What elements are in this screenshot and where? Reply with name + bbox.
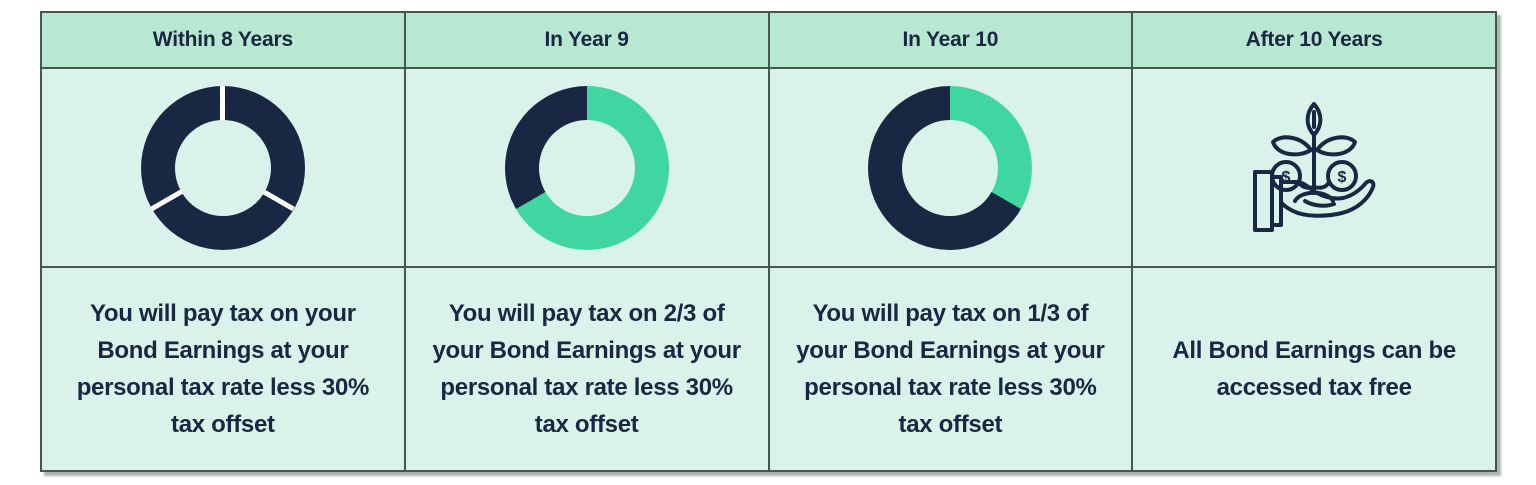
left-coin-dollar: $ bbox=[1282, 169, 1291, 186]
description-in-year-10: You will pay tax on 1/3 of your Bond Ear… bbox=[769, 268, 1132, 470]
header-in-year-10: In Year 10 bbox=[769, 13, 1132, 67]
donut-chart-one-third bbox=[868, 85, 1033, 250]
header-in-year-9: In Year 9 bbox=[405, 13, 768, 67]
header-within-8-years: Within 8 Years bbox=[42, 13, 404, 67]
donut-segment-gap bbox=[221, 165, 296, 211]
hand-cuff-outer bbox=[1253, 169, 1275, 232]
visual-cell-in-year-9 bbox=[405, 69, 768, 266]
description-in-year-9: You will pay tax on 2/3 of your Bond Ear… bbox=[405, 268, 768, 470]
hand-holding-money-plant-icon: $ $ bbox=[1253, 101, 1376, 232]
right-coin-twig bbox=[1312, 179, 1332, 190]
header-after-10-years: After 10 Years bbox=[1133, 13, 1495, 67]
hand-icon bbox=[1253, 169, 1376, 232]
hand-thumb-line bbox=[1303, 198, 1337, 208]
bond-earnings-tax-table: Within 8 Years In Year 9 In Year 10 Afte… bbox=[40, 11, 1497, 472]
description-after-10-years: All Bond Earnings can be accessed tax fr… bbox=[1133, 268, 1495, 470]
right-coin-dollar: $ bbox=[1338, 169, 1347, 186]
donut-segment-gap bbox=[220, 85, 226, 168]
plant-icon bbox=[1271, 101, 1358, 195]
plant-right-leaf bbox=[1315, 134, 1358, 156]
donut-chart-two-thirds bbox=[504, 85, 669, 250]
donut-segment-gap bbox=[150, 165, 225, 211]
description-within-8-years: You will pay tax on your Bond Earnings a… bbox=[42, 268, 404, 470]
visual-cell-within-8-years bbox=[42, 69, 404, 266]
right-coin bbox=[1326, 159, 1359, 192]
hand-palm bbox=[1279, 178, 1376, 218]
soil-mound bbox=[1293, 190, 1336, 203]
plant-left-leaf bbox=[1271, 134, 1314, 156]
donut-chart-full-taxable bbox=[140, 85, 305, 250]
visual-cell-after-10-years: $ $ bbox=[1133, 69, 1495, 266]
plant-top-leaf bbox=[1305, 101, 1323, 137]
visual-cell-in-year-10 bbox=[769, 69, 1132, 266]
